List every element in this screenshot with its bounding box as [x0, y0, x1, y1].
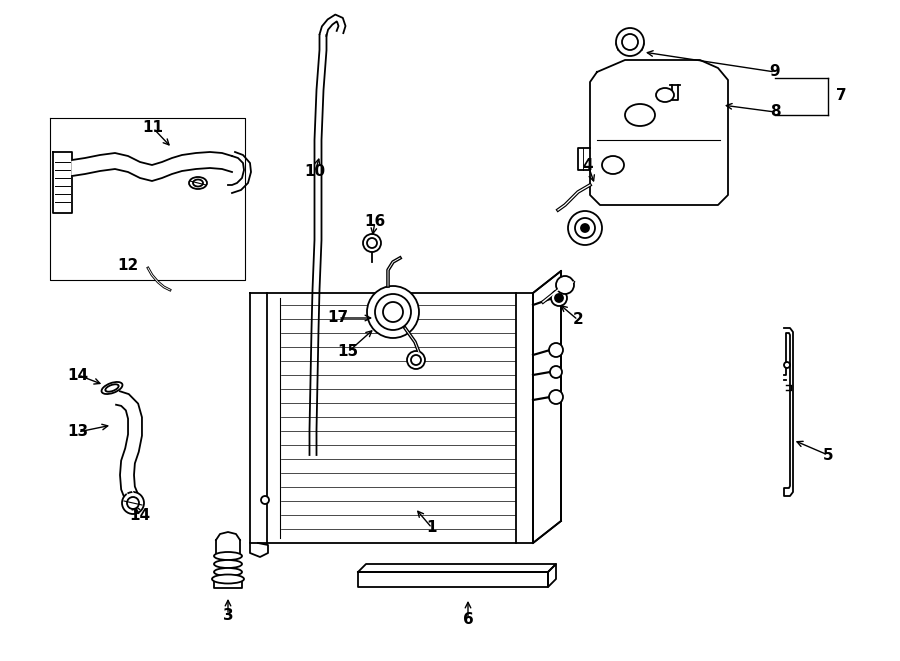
Ellipse shape — [214, 560, 242, 568]
Ellipse shape — [102, 382, 122, 394]
Ellipse shape — [214, 552, 242, 560]
Text: 7: 7 — [836, 89, 847, 104]
Circle shape — [784, 362, 790, 368]
Ellipse shape — [625, 104, 655, 126]
Text: 14: 14 — [68, 368, 88, 383]
Circle shape — [383, 302, 403, 322]
Circle shape — [551, 290, 567, 306]
Text: 11: 11 — [142, 120, 164, 136]
Text: 2: 2 — [572, 313, 583, 327]
Circle shape — [127, 497, 139, 509]
Ellipse shape — [212, 574, 244, 584]
Polygon shape — [72, 152, 232, 181]
Circle shape — [367, 286, 419, 338]
Text: 17: 17 — [328, 311, 348, 325]
Circle shape — [550, 366, 562, 378]
Text: 14: 14 — [130, 508, 150, 524]
Text: 5: 5 — [823, 447, 833, 463]
Circle shape — [622, 34, 638, 50]
Text: 1: 1 — [427, 520, 437, 535]
Circle shape — [363, 234, 381, 252]
Text: 3: 3 — [222, 607, 233, 623]
Text: 13: 13 — [68, 424, 88, 440]
Text: 10: 10 — [304, 165, 326, 180]
Circle shape — [549, 343, 563, 357]
Text: 4: 4 — [582, 157, 593, 173]
Circle shape — [556, 276, 574, 294]
Text: 9: 9 — [770, 65, 780, 79]
Text: 12: 12 — [117, 258, 139, 272]
Ellipse shape — [189, 177, 207, 189]
Text: 16: 16 — [364, 215, 385, 229]
Circle shape — [261, 496, 269, 504]
Circle shape — [568, 211, 602, 245]
Circle shape — [407, 351, 425, 369]
Circle shape — [367, 238, 377, 248]
Circle shape — [581, 224, 589, 232]
Text: 8: 8 — [770, 104, 780, 120]
Circle shape — [411, 355, 421, 365]
Text: 15: 15 — [338, 344, 358, 360]
Circle shape — [375, 294, 411, 330]
Ellipse shape — [656, 88, 674, 102]
Circle shape — [122, 492, 144, 514]
Text: 6: 6 — [463, 613, 473, 627]
Circle shape — [575, 218, 595, 238]
Ellipse shape — [105, 384, 119, 392]
Ellipse shape — [602, 156, 624, 174]
Circle shape — [616, 28, 644, 56]
Ellipse shape — [214, 568, 242, 576]
Circle shape — [549, 390, 563, 404]
Circle shape — [555, 294, 563, 302]
Ellipse shape — [193, 180, 203, 186]
